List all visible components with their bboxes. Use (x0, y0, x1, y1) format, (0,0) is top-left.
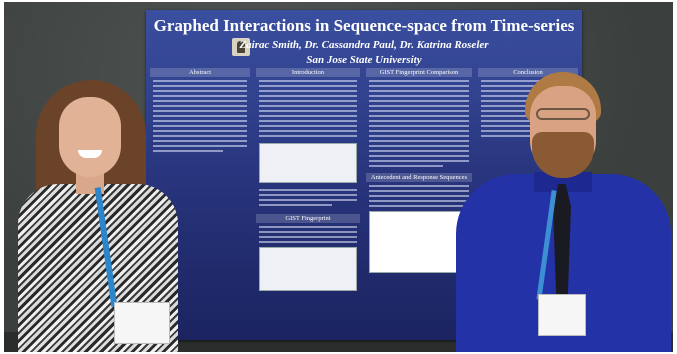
abstract-text (150, 80, 250, 152)
introduction-text (256, 80, 360, 137)
name-badge (114, 302, 170, 344)
section-heading-abstract: Abstract (150, 68, 250, 77)
poster-column-2: Introduction GIST Fingerprint (256, 68, 360, 295)
university-logo (232, 38, 250, 56)
gist-comparison-text (366, 80, 472, 167)
introduction-figure (259, 143, 357, 183)
photo-scene: Graphed Interactions in Sequence-space f… (4, 2, 673, 352)
poster-title: Graphed Interactions in Sequence-space f… (153, 16, 575, 35)
poster-column-1: Abstract (150, 68, 250, 155)
research-poster: Graphed Interactions in Sequence-space f… (146, 10, 582, 340)
section-heading-gist-fingerprint: GIST Fingerprint (256, 214, 360, 223)
name-badge (538, 294, 586, 336)
section-heading-conclusion: Conclusion (478, 68, 578, 77)
poster-column-3: GIST Fingerprint Comparison Antecedent a… (366, 68, 472, 277)
gist-fingerprint-plot (259, 247, 357, 291)
poster-authors: Zairac Smith, Dr. Cassandra Paul, Dr. Ka… (239, 39, 489, 51)
glasses (536, 108, 590, 120)
antecedent-text (366, 185, 472, 207)
section-heading-gist-comparison: GIST Fingerprint Comparison (366, 68, 472, 77)
antecedent-graph (369, 211, 469, 273)
poster-university: San Jose State University (306, 54, 422, 66)
section-heading-antecedent: Antecedent and Response Sequences (366, 173, 472, 182)
section-heading-introduction: Introduction (256, 68, 360, 77)
gist-fingerprint-text (256, 226, 360, 243)
